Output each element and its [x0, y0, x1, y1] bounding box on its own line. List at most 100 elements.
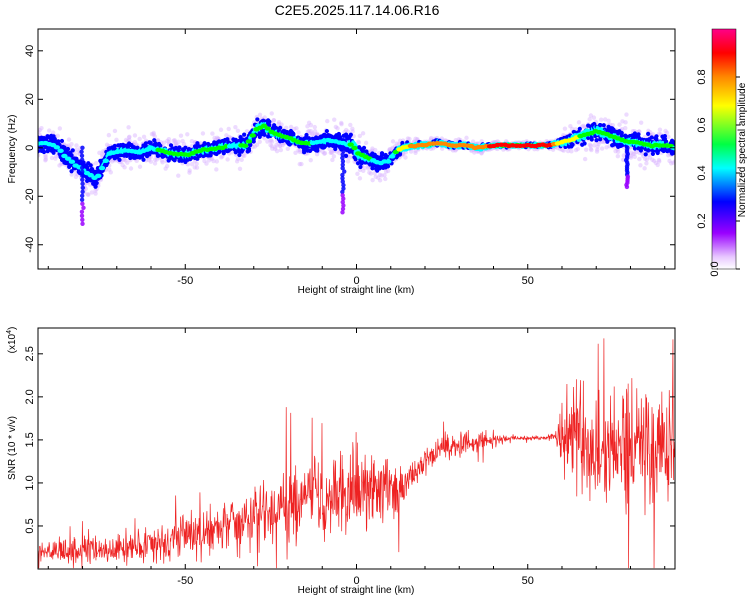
spectrogram-halo-point [623, 125, 628, 131]
spectrogram-ridge-blob [53, 145, 61, 150]
spectrogram-halo-point [148, 159, 154, 164]
spectrogram-point [649, 135, 654, 140]
spectrogram-halo-point [269, 111, 274, 116]
spectrogram-point [112, 143, 117, 149]
spectrogram-spike-point [340, 199, 345, 205]
spectrogram-halo-point [583, 147, 589, 152]
spectrogram-point [267, 123, 272, 128]
spectrogram-spike-point [341, 182, 346, 188]
spectrogram-point [143, 141, 148, 146]
spectrogram-halo-point [274, 142, 279, 148]
spectrogram-halo-point [219, 155, 224, 160]
spectrogram-halo-point [632, 151, 637, 156]
spectrogram-ridge-blob [347, 142, 354, 147]
spectrogram-halo-point [212, 135, 217, 141]
spectrogram-halo-point [617, 122, 622, 127]
spectrogram-spike-point [79, 153, 85, 158]
spectrogram-halo-point [628, 155, 634, 160]
spectrogram-halo-point [573, 147, 579, 153]
spectrogram-halo-point [257, 139, 262, 144]
spectrogram-halo-point [57, 126, 63, 131]
spectrogram-halo-point [606, 118, 611, 124]
spectrogram-halo-point [330, 157, 335, 163]
spectrogram-halo-point [345, 159, 351, 164]
spectrogram-halo-point [161, 140, 167, 145]
spectrogram-halo-point [599, 146, 605, 151]
spectrogram-ridge-blob [64, 156, 72, 161]
snr-x-tick-label: 0 [353, 575, 359, 587]
spectrogram-point [337, 135, 343, 140]
spectrogram-ridge-blob [61, 153, 68, 159]
spectrogram-point [267, 119, 272, 124]
spectrogram-halo-point [202, 158, 207, 164]
spectrogram-halo-point [591, 115, 597, 120]
spectrogram-ridge-blob [102, 158, 110, 164]
spectrogram-halo-point [581, 123, 586, 129]
colorbar-gradient [711, 28, 737, 270]
spectrogram-halo-point [214, 135, 220, 141]
spectrogram-halo-point [189, 138, 195, 144]
spectrogram-halo-point [69, 172, 74, 177]
spectrogram-halo-point [141, 134, 147, 140]
spectrogram-point [152, 138, 157, 143]
spectrogram-halo-point [356, 140, 362, 145]
spectrogram-halo-point [430, 146, 436, 151]
spectrogram-halo-point [280, 142, 285, 148]
spectrogram-halo-point [152, 134, 157, 139]
spectrogram-halo-point [128, 166, 134, 171]
spectrogram-halo-point [288, 124, 294, 130]
spectrogram-halo-point [337, 150, 342, 156]
spectrogram-halo-point [204, 161, 209, 166]
colorbar-tick-label: 0.8 [696, 69, 708, 84]
spectrogram-halo-point [108, 170, 113, 175]
spectrogram-ridge-blob [249, 133, 256, 138]
spectrogram-halo-point [234, 159, 240, 164]
spectrogram-halo-point [106, 132, 112, 138]
spectrogram-halo-point [582, 156, 588, 162]
spectrogram-halo-point [407, 136, 412, 142]
spectrogram-halo-point [154, 157, 159, 162]
spectrogram-spike-point [340, 179, 345, 184]
spectrogram-halo-point [379, 173, 384, 178]
spectrogram-spike-point [80, 173, 85, 178]
spectrogram-halo-point [252, 144, 258, 149]
spectrogram-halo-point [596, 141, 601, 147]
spectrogram-halo-point [347, 155, 352, 160]
spectrogram-halo-point [408, 149, 414, 154]
spectrogram-halo-point [114, 137, 119, 142]
spectrogram-point [370, 166, 375, 171]
spectrogram-point [343, 153, 349, 158]
snr-x-tick-label: -50 [177, 575, 193, 587]
spectrogram-halo-point [314, 151, 320, 157]
spectrogram-halo-point [642, 166, 647, 171]
spectrogram-halo-point [173, 139, 178, 144]
spectrogram-point [221, 151, 226, 156]
spectrogram-halo-point [562, 126, 568, 131]
spectrogram-halo-point [173, 142, 178, 147]
spectrogram-halo-point [561, 148, 566, 153]
spectrogram-halo-point [464, 135, 469, 141]
spectrogram-point [358, 164, 363, 170]
spectrogram-halo-point [279, 122, 284, 127]
spectrogram-spike-point [80, 189, 85, 194]
spectrogram-point [242, 132, 247, 137]
spectrogram-halo-point [104, 142, 110, 148]
spectrogram-halo-point [667, 158, 672, 164]
spectrogram-halo-point [656, 157, 662, 163]
spectrogram-halo-point [235, 156, 241, 162]
spectrogram-halo-point [38, 127, 42, 133]
spectrogram-spike-point [340, 162, 345, 167]
spectrogram-halo-point [413, 148, 418, 154]
spectrogram-spike-point [340, 193, 345, 198]
spectrogram-halo-point [310, 132, 315, 137]
spectrogram-y-tick-label: -20 [24, 188, 36, 204]
spectrogram-halo-point [335, 126, 340, 131]
spectrogram-halo-point [284, 125, 289, 131]
spectrogram-halo-point [224, 133, 229, 138]
spectrogram-point [69, 153, 74, 158]
spectrogram-marks [38, 111, 675, 226]
spectrogram-halo-point [122, 165, 127, 170]
spectrogram-spike-point [340, 176, 345, 181]
spectrogram-halo-point [312, 124, 317, 130]
